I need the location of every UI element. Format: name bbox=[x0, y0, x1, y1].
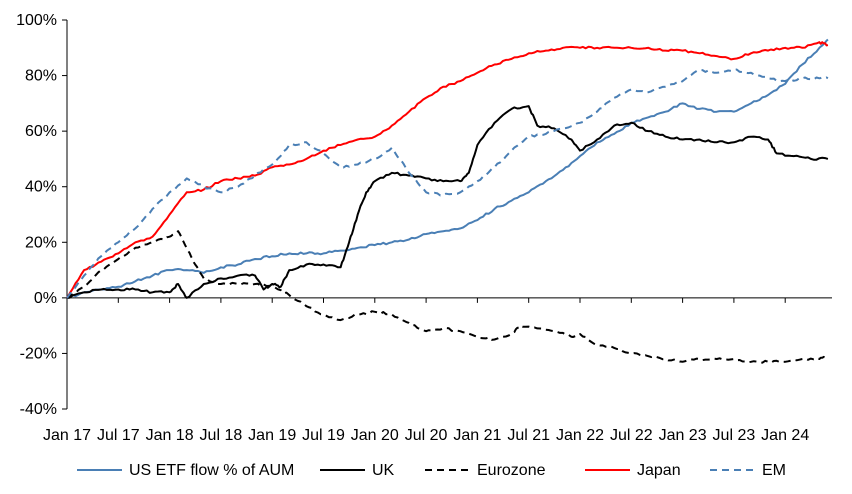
x-tick-label: Jan 24 bbox=[761, 427, 809, 444]
y-tick-label: -40% bbox=[20, 401, 57, 418]
series-line-uk bbox=[66, 105, 829, 299]
y-tick-label: -20% bbox=[20, 345, 57, 362]
x-tick-label: Jul 18 bbox=[200, 427, 243, 444]
x-tick-label: Jul 19 bbox=[302, 427, 345, 444]
legend-label: Japan bbox=[637, 462, 681, 479]
series-line-japan bbox=[66, 41, 829, 299]
x-tick-label: Jan 23 bbox=[659, 427, 707, 444]
x-tick-label: Jan 20 bbox=[351, 427, 399, 444]
y-tick-label: 40% bbox=[25, 179, 57, 196]
x-tick-label: Jan 21 bbox=[453, 427, 501, 444]
series-line-eurozone bbox=[66, 230, 829, 364]
x-tick-label: Jan 19 bbox=[248, 427, 296, 444]
y-tick-label: 0% bbox=[34, 290, 57, 307]
series-layer bbox=[66, 38, 829, 364]
y-tick-label: 20% bbox=[25, 234, 57, 251]
legend-label: Eurozone bbox=[477, 462, 546, 479]
series-line-us-etf-flow-of-aum bbox=[66, 38, 829, 299]
legend-label: UK bbox=[372, 462, 395, 479]
x-tick-label: Jul 20 bbox=[405, 427, 448, 444]
chart-axes bbox=[62, 19, 832, 410]
legend-label: US ETF flow % of AUM bbox=[129, 462, 294, 479]
series-line-em bbox=[66, 68, 829, 299]
x-tick-label: Jul 21 bbox=[507, 427, 550, 444]
x-tick-labels: Jan 17 Jul 17 Jan 18 Jul 18 Jan 19 Jul 19 Jan … bbox=[43, 427, 809, 444]
y-tick-label: 100% bbox=[16, 12, 57, 29]
x-tick-label: Jan 22 bbox=[556, 427, 604, 444]
legend: US ETF flow % of AUM UK Eurozone Japan EM bbox=[77, 462, 786, 479]
x-tick-label: Jul 23 bbox=[713, 427, 756, 444]
x-tick-label: Jan 18 bbox=[146, 427, 194, 444]
x-tick-label: Jul 22 bbox=[610, 427, 653, 444]
y-tick-label: 80% bbox=[25, 68, 57, 85]
legend-label: EM bbox=[762, 462, 786, 479]
y-tick-labels: 100% 80% 60% 40% 20% 0% -20% -40% bbox=[16, 12, 57, 418]
x-tick-label: Jul 17 bbox=[97, 427, 140, 444]
x-tick-label: Jan 17 bbox=[43, 427, 91, 444]
y-tick-label: 60% bbox=[25, 123, 57, 140]
